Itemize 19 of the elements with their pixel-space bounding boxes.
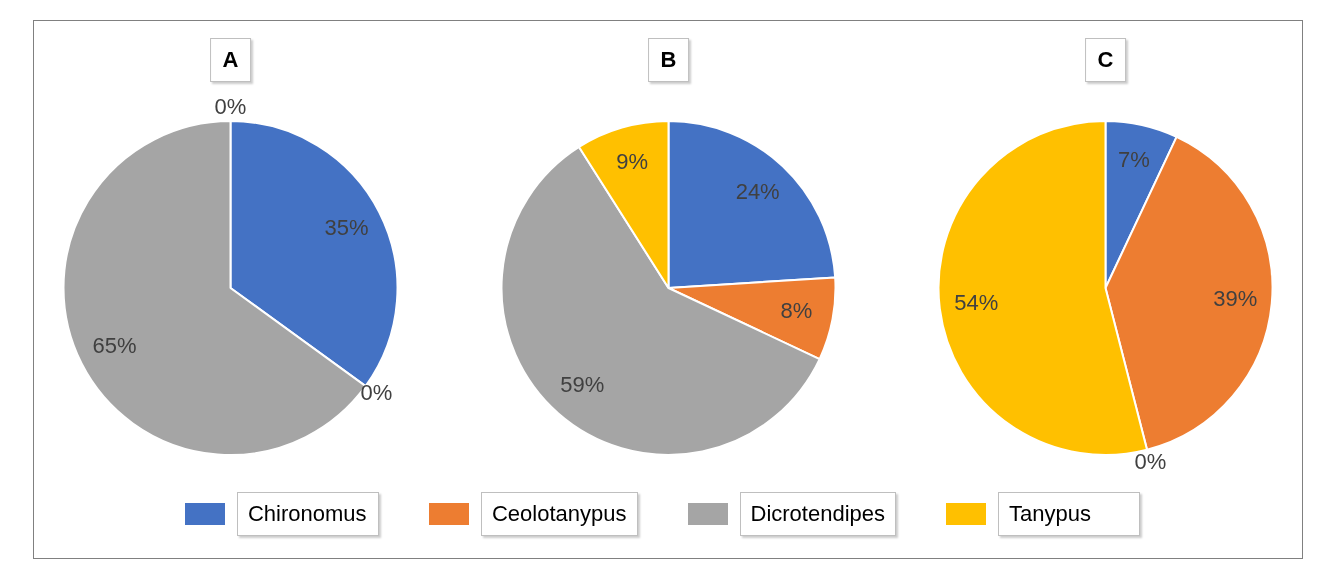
- data-label: 35%: [324, 214, 369, 240]
- chart-title: C: [1084, 38, 1127, 82]
- legend-label: Ceolotanypus: [480, 492, 638, 536]
- data-label: 39%: [1213, 286, 1258, 312]
- chart-title: B: [647, 38, 690, 82]
- data-label: 9%: [616, 148, 649, 174]
- data-label: 7%: [1118, 146, 1150, 172]
- chart-title: A: [209, 38, 252, 82]
- data-label: 65%: [92, 333, 137, 359]
- legend-label: Chironomus: [236, 492, 379, 536]
- data-label: 24%: [735, 179, 780, 205]
- text: 0%: [1134, 448, 1167, 474]
- data-label: 54%: [954, 290, 999, 316]
- data-label: 8%: [780, 298, 813, 324]
- legend-label: Tanypus: [998, 492, 1141, 536]
- data-label: 59%: [560, 371, 605, 397]
- legend-label: Dicrotendipes: [739, 492, 897, 536]
- text: 0%: [360, 380, 393, 406]
- text: 0%: [214, 93, 247, 119]
